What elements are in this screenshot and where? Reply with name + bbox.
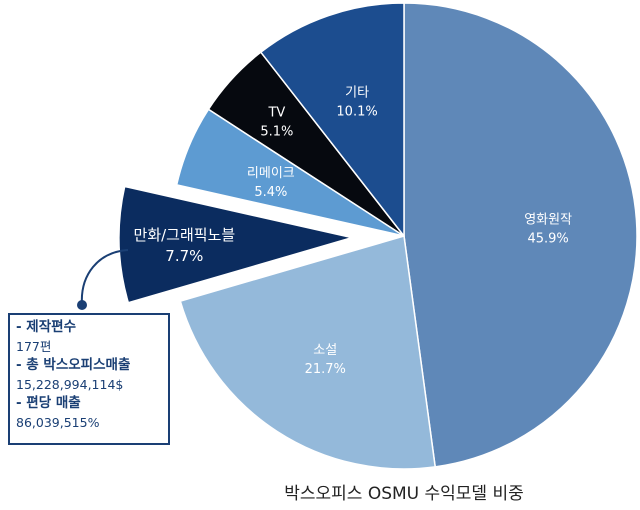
info-box: - 제작편수 177편 - 총 박스오피스매출 15,228,994,114$ … <box>8 313 170 445</box>
info-value-per-film: 86,039,515% <box>16 415 100 430</box>
slice-label: 소설 <box>313 343 337 358</box>
slice-label: 만화/그래픽노블 <box>134 226 236 244</box>
slice-value-label: 45.9% <box>527 231 568 246</box>
info-heading-revenue: - 총 박스오피스매출 <box>16 357 131 373</box>
slice-value-label: 5.4% <box>254 185 287 200</box>
slice-label: TV <box>267 105 285 120</box>
slice-value-label: 21.7% <box>305 362 346 377</box>
slice-label: 영화원작 <box>524 212 572 227</box>
callout-connector <box>80 249 129 306</box>
slice-value-label: 5.1% <box>260 124 293 139</box>
slice-value-label: 7.7% <box>165 247 203 265</box>
slice-other <box>259 2 405 239</box>
pie-labels: 영화원작 45.9% 소설 21.7% 만화/그래픽노블 7.7% 리메이크 5.4% TV 5.… <box>134 85 573 377</box>
slice-novel <box>179 235 437 470</box>
pie-slices <box>118 2 638 470</box>
info-heading-count: - 제작편수 <box>16 319 76 335</box>
callout-dot <box>77 300 87 310</box>
chart-title: 박스오피스 OSMU 수익모델 비중 <box>284 484 524 504</box>
slice-label: 리메이크 <box>247 166 295 181</box>
slice-film-original <box>403 2 638 468</box>
slice-label: 기타 <box>345 85 369 100</box>
slice-value-label: 10.1% <box>336 104 377 119</box>
info-value-revenue: 15,228,994,114$ <box>16 377 124 392</box>
info-value-count: 177편 <box>16 339 52 354</box>
slice-comics <box>118 185 353 304</box>
info-heading-per-film: - 편당 매출 <box>16 395 81 411</box>
